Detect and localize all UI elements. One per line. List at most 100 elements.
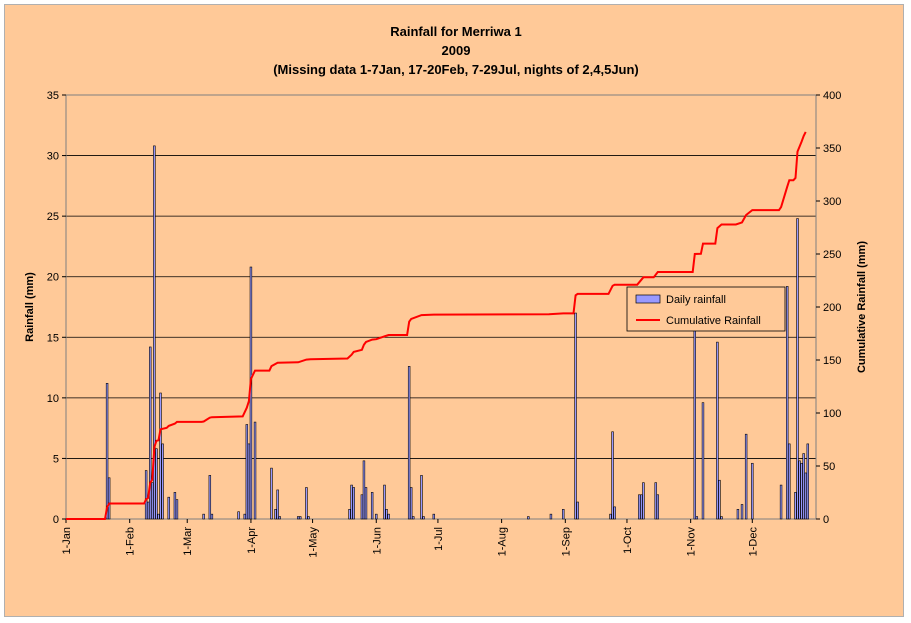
daily-rainfall-bar <box>796 218 799 520</box>
daily-rainfall-bar <box>613 506 616 520</box>
legend-label-daily: Daily rainfall <box>666 294 726 306</box>
daily-rainfall-bar <box>562 509 565 520</box>
daily-rainfall-bar <box>253 421 257 520</box>
daily-rainfall-bar <box>364 487 368 520</box>
daily-rainfall-bar <box>274 509 277 520</box>
daily-rainfall-bar <box>638 494 641 520</box>
daily-rainfall-bar <box>157 513 160 520</box>
x-tick-label: 1-Aug <box>497 527 509 556</box>
y-axis-title: Rainfall (mm) <box>24 272 36 342</box>
x-tick-label: 1-Jun <box>371 527 383 555</box>
daily-rainfall-bar <box>527 516 530 520</box>
legend: Daily rainfall Cumulative Rainfall <box>626 286 786 332</box>
daily-rainfall-bar <box>798 460 801 520</box>
daily-rainfall-bar <box>352 487 355 520</box>
daily-rainfall-bar <box>107 477 111 520</box>
daily-rainfall-bar <box>576 501 579 520</box>
daily-rainfall-bar <box>278 516 281 520</box>
daily-rainfall-bar <box>640 494 643 520</box>
y-tick-label: 5 <box>53 453 59 465</box>
daily-rainfall-bar <box>751 462 754 520</box>
daily-rainfall-bar <box>422 516 425 520</box>
y2-tick-label: 50 <box>823 461 835 473</box>
chart-area: Rainfall for Merriwa 1 2009 (Missing dat… <box>4 4 904 617</box>
daily-rainfall-bar <box>237 511 240 520</box>
x-tick-label: 1-Oct <box>622 527 634 554</box>
cumulative-rainfall-line <box>66 131 807 520</box>
daily-rainfall-bar <box>779 484 783 520</box>
daily-rainfall-bar <box>210 513 214 520</box>
daily-rainfall-bar <box>410 487 413 520</box>
daily-rainfall-bar <box>385 509 388 520</box>
daily-rainfall-bar <box>800 462 803 520</box>
y2-tick-label: 150 <box>823 355 841 367</box>
daily-rainfall-bar <box>149 346 152 520</box>
x-tick-label: 1-Mar <box>182 527 194 556</box>
daily-rainfall-bar <box>175 499 179 520</box>
chart-title-line2: 2009 <box>442 43 471 58</box>
y-tick-label: 10 <box>47 393 59 405</box>
daily-rainfall-bar <box>654 482 657 520</box>
x-tick-label: 1-Dec <box>747 527 759 557</box>
x-tick-label: 1-Feb <box>125 527 137 556</box>
y-axis-left: 0 5 10 15 20 25 30 35 <box>47 90 66 526</box>
y2-tick-label: 200 <box>823 302 841 314</box>
legend-box <box>626 286 786 332</box>
rainfall-chart: Rainfall for Merriwa 1 2009 (Missing dat… <box>24 24 868 558</box>
daily-rainfall-bar <box>611 431 614 520</box>
y-tick-label: 30 <box>47 151 59 163</box>
daily-rainfall-bar <box>360 494 364 520</box>
daily-rainfall-bar <box>155 448 158 520</box>
daily-rainfall-bar <box>362 460 366 520</box>
daily-rainfall-bar <box>804 472 807 520</box>
daily-rainfall-bar <box>299 516 302 520</box>
daily-rainfall-bar <box>305 487 308 520</box>
y2-tick-label: 250 <box>823 249 841 261</box>
daily-rainfall-bar <box>159 392 162 520</box>
y2-axis-title: Cumulative Rainfall (mm) <box>856 241 868 373</box>
y2-tick-label: 350 <box>823 143 841 155</box>
daily-rainfall-bar <box>173 492 177 520</box>
daily-rainfall-bar <box>370 492 374 520</box>
y2-tick-label: 400 <box>823 90 841 102</box>
legend-swatch-daily <box>635 294 661 304</box>
daily-rainfall-bar <box>736 509 740 520</box>
daily-rainfall-bar <box>348 509 351 520</box>
daily-rainfall-bar <box>786 286 789 520</box>
y-tick-label: 25 <box>47 211 59 223</box>
x-tick-label: 1-May <box>308 527 320 558</box>
x-tick-label: 1-Jan <box>61 527 73 555</box>
daily-rainfall-bar <box>153 145 156 520</box>
daily-rainfall-bar <box>350 484 353 520</box>
daily-rainfall-bars <box>105 145 809 520</box>
daily-rainfall-bar <box>740 504 744 520</box>
daily-rainfall-bar <box>276 489 279 520</box>
daily-rainfall-bar <box>407 366 411 520</box>
daily-rainfall-bar <box>695 516 699 520</box>
daily-rainfall-bar <box>161 443 164 520</box>
daily-rainfall-bar <box>788 443 791 520</box>
daily-rainfall-bar <box>270 467 273 520</box>
daily-rainfall-bar <box>387 513 390 520</box>
daily-rainfall-bar <box>718 479 721 520</box>
daily-rainfall-bar <box>208 475 212 520</box>
daily-rainfall-bar <box>245 424 249 520</box>
daily-rainfall-bar <box>412 516 415 520</box>
daily-rainfall-bar <box>296 516 300 520</box>
daily-rainfall-bar <box>307 516 310 520</box>
y-tick-label: 35 <box>47 90 59 102</box>
legend-label-cumulative: Cumulative Rainfall <box>666 315 761 327</box>
daily-rainfall-bar <box>420 475 423 520</box>
daily-rainfall-bar <box>720 516 723 520</box>
y2-tick-label: 300 <box>823 196 841 208</box>
x-axis: 1-Jan 1-Feb 1-Mar 1-Apr 1-May 1-Jun 1-Jul 1-Aug… <box>61 519 759 558</box>
daily-rainfall-bar <box>167 496 170 520</box>
y2-tick-label: 100 <box>823 408 841 420</box>
daily-rainfall-bar <box>744 433 748 520</box>
chart-title-line3: (Missing data 1-7Jan, 17-20Feb, 7-29Jul,… <box>273 62 639 77</box>
daily-rainfall-bar <box>202 513 205 520</box>
daily-rainfall-bar <box>383 484 386 520</box>
daily-rainfall-bar <box>151 482 154 520</box>
daily-rainfall-bar <box>794 492 797 520</box>
daily-rainfall-bar <box>243 513 246 520</box>
